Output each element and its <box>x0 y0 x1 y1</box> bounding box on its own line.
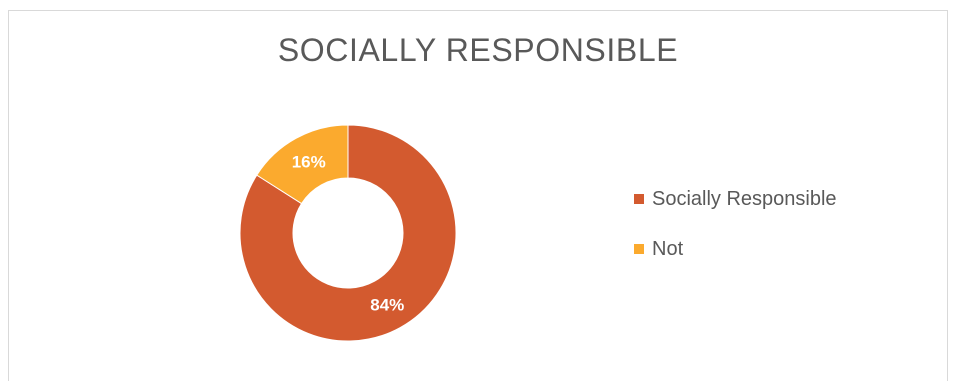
data-label-not: 16% <box>292 153 326 172</box>
donut-slice-socially-responsible <box>239 124 457 342</box>
chart-title: SOCIALLY RESPONSIBLE <box>277 32 679 68</box>
legend-label-not: Not <box>652 237 684 260</box>
legend-item-not: Not <box>634 236 837 262</box>
legend-swatch-not <box>634 244 644 254</box>
chart-legend: Socially Responsible Not <box>634 186 837 286</box>
legend-label-socially-responsible: Socially Responsible <box>652 187 837 210</box>
legend-swatch-socially-responsible <box>634 194 644 204</box>
donut-slice-not <box>256 124 349 205</box>
chart-frame <box>8 10 948 381</box>
legend-item-socially-responsible: Socially Responsible <box>634 186 837 212</box>
data-label-socially-responsible: 84% <box>370 295 404 314</box>
